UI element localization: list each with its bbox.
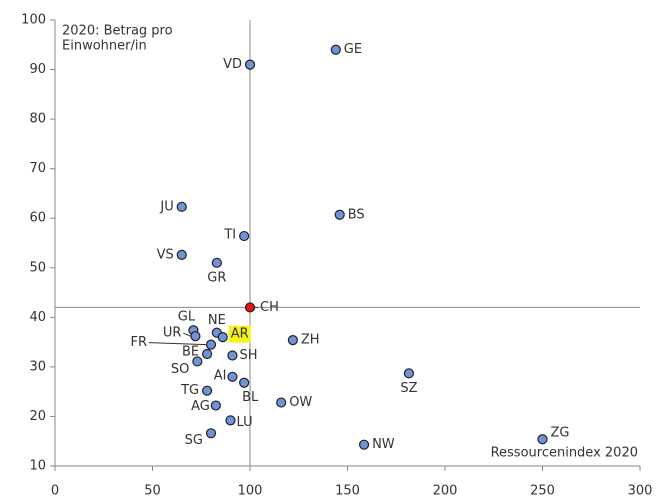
- point-label: BS: [348, 207, 365, 222]
- point-label: GR: [207, 270, 226, 285]
- point: [227, 371, 238, 382]
- point-label: GL: [178, 310, 196, 325]
- y-tick-label: 90: [29, 62, 46, 77]
- point-label: AI: [214, 368, 227, 383]
- y-tick-label: 70: [29, 161, 46, 176]
- y-tick-label: 80: [29, 112, 46, 127]
- point: [225, 415, 236, 426]
- x-tick-label: 50: [144, 484, 161, 499]
- point: [276, 397, 287, 408]
- y-tick-label: 100: [21, 13, 46, 28]
- point: [211, 257, 222, 268]
- point-label: TG: [180, 383, 199, 398]
- point-label: OW: [289, 395, 312, 410]
- y-tick-label: 50: [29, 260, 46, 275]
- leader-line: [148, 342, 207, 346]
- point-label: SO: [171, 362, 189, 377]
- point-label: VS: [157, 247, 174, 262]
- y-tick-label: 40: [29, 310, 46, 325]
- point-label: LU: [237, 415, 253, 430]
- y-tick-label: 30: [29, 359, 46, 374]
- point-label: SH: [239, 348, 257, 363]
- point: [210, 400, 221, 411]
- point-label: SG: [185, 433, 203, 448]
- point: [330, 44, 341, 55]
- point-label: BE: [182, 345, 199, 360]
- point: [176, 249, 187, 260]
- y-tick-label: 20: [29, 409, 46, 424]
- point: [403, 368, 415, 379]
- point-label: VD: [223, 57, 242, 72]
- point: [244, 59, 256, 70]
- point: [537, 434, 548, 445]
- point: [190, 331, 201, 342]
- point-label: BL: [242, 390, 259, 405]
- point-label: ZG: [551, 426, 570, 441]
- point: [227, 350, 238, 361]
- annotation: Einwohner/in: [62, 39, 147, 54]
- point-label: SZ: [400, 381, 417, 396]
- x-tick-label: 100: [238, 484, 263, 499]
- x-axis-label: Ressourcenindex 2020: [491, 446, 638, 461]
- point: [358, 439, 370, 450]
- point-label: AG: [191, 399, 210, 414]
- point: [176, 201, 187, 212]
- point: [239, 377, 250, 388]
- point: [244, 302, 256, 313]
- point: [287, 335, 298, 346]
- point-label: ZH: [301, 333, 320, 348]
- point: [205, 339, 217, 350]
- leader-line: [183, 332, 191, 337]
- point: [192, 356, 203, 367]
- x-tick-label: 150: [335, 484, 360, 499]
- point-label: AR: [231, 327, 249, 342]
- point-label: TI: [223, 228, 236, 243]
- point-label: GE: [344, 42, 362, 57]
- point: [202, 385, 213, 396]
- point: [202, 348, 213, 360]
- point: [334, 209, 345, 220]
- point-label: CH: [260, 300, 279, 315]
- point-label: FR: [130, 335, 147, 350]
- y-tick-label: 60: [29, 211, 46, 226]
- annotation: 2020: Betrag pro: [62, 24, 173, 39]
- point: [239, 230, 250, 242]
- x-tick-label: 300: [628, 484, 653, 499]
- label-highlight: [228, 325, 251, 343]
- point-label: NW: [372, 437, 395, 452]
- point-label: NE: [208, 313, 226, 328]
- x-tick-label: 200: [433, 484, 458, 499]
- y-tick-label: 10: [29, 459, 46, 474]
- x-tick-label: 0: [51, 484, 59, 499]
- point-label: JU: [159, 199, 173, 214]
- point-label: UR: [163, 326, 182, 341]
- x-tick-label: 250: [530, 484, 555, 499]
- point: [217, 332, 228, 343]
- point: [205, 428, 217, 439]
